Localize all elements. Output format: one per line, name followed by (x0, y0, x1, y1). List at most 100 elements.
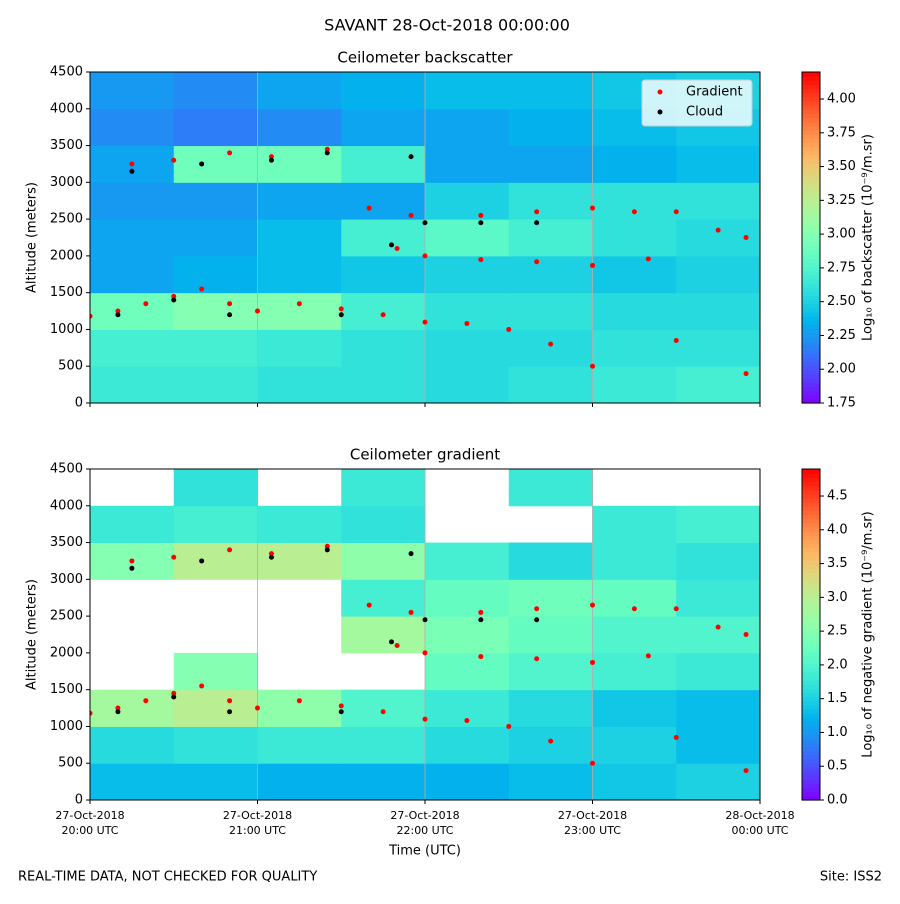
heatmap-cell (341, 616, 426, 654)
colorbar-step (802, 750, 820, 756)
y-tick-label: 2500 (50, 212, 83, 227)
x-tick-label: 22:00 UTC (396, 824, 453, 837)
colorbar-step (802, 754, 820, 760)
point (129, 168, 135, 174)
axes-frame (89, 468, 761, 801)
heatmap-cell (341, 726, 426, 764)
point (255, 308, 260, 314)
colorbar-tick-label: 4.5 (827, 489, 848, 504)
heatmap-cell (592, 292, 677, 330)
colorbar-step (802, 345, 820, 350)
heatmap-cell (90, 255, 175, 294)
heatmap-cell (676, 763, 760, 800)
colorbar-step (802, 163, 820, 168)
colorbar-step (802, 783, 820, 789)
heatmap-cell (592, 689, 677, 727)
colorbar-step (802, 229, 820, 234)
colorbar-step (802, 671, 820, 677)
colorbar-tick-label: 3.00 (827, 227, 856, 242)
x-tick-label: 27-Oct-2018 (390, 809, 459, 822)
colorbar-step (802, 481, 820, 487)
heatmap-cell (425, 763, 510, 800)
colorbar-step (802, 278, 820, 284)
colorbar-step (802, 150, 820, 156)
colorbar-tick-label: 3.75 (827, 125, 856, 140)
colorbar-step (802, 369, 820, 375)
colorbar-step (802, 737, 820, 743)
colorbar-step (802, 601, 820, 607)
point (478, 212, 484, 218)
heatmap-cell (173, 292, 258, 330)
point (548, 341, 554, 347)
heatmap-cell (173, 145, 258, 183)
colorbar-step (802, 258, 820, 263)
heatmap-cell (173, 726, 258, 764)
colorbar-step (802, 237, 820, 243)
heatmap-cell (257, 292, 342, 330)
heatmap-cell (257, 505, 342, 544)
colorbar-step (802, 196, 820, 201)
heatmap-cell (173, 255, 258, 294)
colorbar-step (802, 254, 820, 259)
heatmap-cell (257, 689, 342, 727)
colorbar-step (802, 146, 820, 152)
heatmap-cell (173, 329, 258, 367)
point (227, 709, 233, 715)
point (590, 205, 595, 211)
x-axis-label: Time (UTC) (388, 844, 461, 859)
colorbar-step (802, 378, 820, 383)
heatmap-cell (257, 108, 342, 147)
colorbar-step (802, 729, 820, 735)
y-tick-label: 1000 (50, 322, 83, 337)
point (366, 602, 372, 608)
colorbar-step (802, 560, 820, 565)
y-tick-label: 500 (58, 359, 83, 374)
heatmap-cell (592, 219, 677, 257)
heatmap-cell (257, 763, 342, 800)
point (534, 209, 540, 215)
colorbar-tick-label: 1.75 (827, 396, 856, 411)
colorbar-step (802, 551, 820, 557)
heatmap-cell (257, 366, 342, 403)
y-tick-label: 3000 (50, 175, 83, 190)
heatmap-cell (592, 726, 677, 764)
point (227, 301, 233, 307)
x-tick-label: 00:00 UTC (731, 824, 788, 837)
heatmap-cell (173, 108, 258, 147)
point (743, 632, 749, 637)
point (422, 319, 428, 325)
heatmap-cell (592, 145, 677, 183)
point (534, 617, 540, 623)
heatmap-cell (676, 652, 760, 691)
heatmap-cell (508, 366, 593, 403)
point (227, 312, 233, 318)
heatmap-cell (90, 108, 175, 147)
heatmap-cell (508, 652, 593, 691)
heatmap-cell (425, 219, 510, 257)
colorbar-step (802, 336, 820, 342)
colorbar-tick-label: 2.0 (827, 657, 848, 672)
colorbar-step (802, 324, 820, 330)
colorbar-step (802, 489, 820, 495)
heatmap-cell (592, 329, 677, 367)
point (199, 683, 205, 689)
colorbar-label: Log₁₀ of backscatter (10⁻⁹/m.sr) (861, 134, 876, 341)
heatmap-cell (173, 469, 258, 507)
point (478, 609, 484, 615)
colorbar-step (802, 543, 820, 549)
point (590, 659, 595, 665)
heatmap-cell (676, 182, 760, 220)
point (90, 710, 93, 716)
y-tick-label: 2000 (50, 645, 83, 660)
colorbar-step (802, 613, 820, 619)
point (743, 371, 749, 377)
heatmap-cell (173, 219, 258, 257)
point (645, 653, 651, 659)
point (143, 301, 149, 307)
colorbar-step (802, 179, 820, 185)
colorbar-step (802, 320, 820, 325)
point (296, 301, 302, 307)
colorbar-step (802, 642, 820, 648)
y-tick-label: 3500 (50, 138, 83, 153)
colorbar-step (802, 142, 820, 148)
